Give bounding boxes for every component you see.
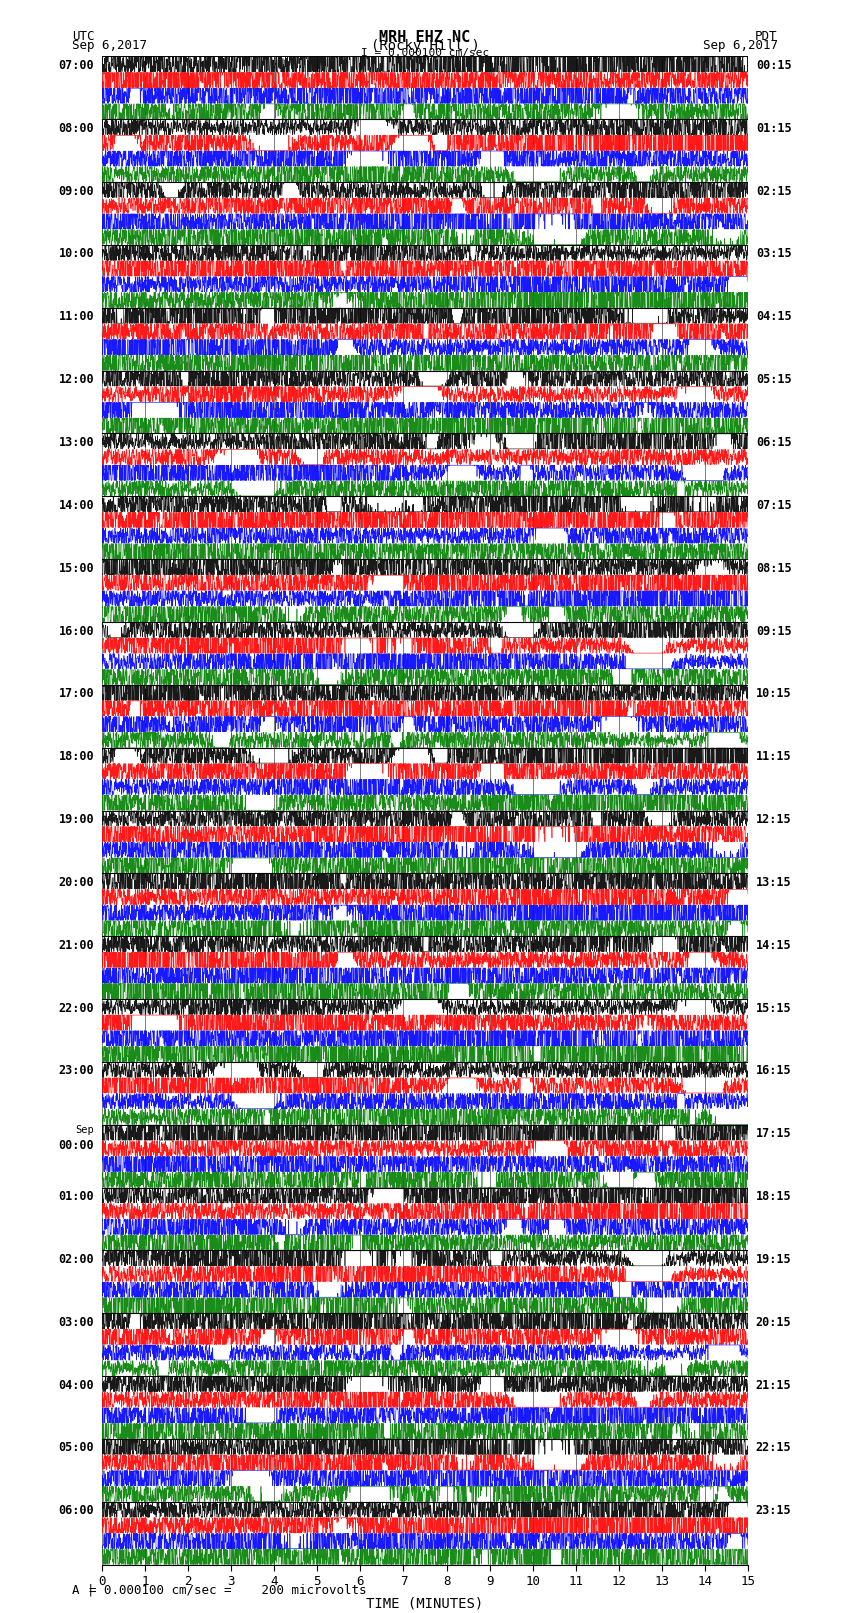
Text: 10:15: 10:15 <box>756 687 791 700</box>
Text: Sep 6,2017: Sep 6,2017 <box>72 39 147 52</box>
Text: 03:15: 03:15 <box>756 247 791 260</box>
Text: 13:00: 13:00 <box>59 436 94 448</box>
Text: (Rocky Hill ): (Rocky Hill ) <box>371 39 479 53</box>
Text: 04:00: 04:00 <box>59 1379 94 1392</box>
Text: 17:15: 17:15 <box>756 1127 791 1140</box>
Text: 23:00: 23:00 <box>59 1065 94 1077</box>
Text: UTC: UTC <box>72 31 94 44</box>
Text: 20:00: 20:00 <box>59 876 94 889</box>
Text: 07:00: 07:00 <box>59 60 94 73</box>
Text: 12:00: 12:00 <box>59 373 94 386</box>
Text: 15:00: 15:00 <box>59 561 94 574</box>
Text: 15:15: 15:15 <box>756 1002 791 1015</box>
Text: 14:00: 14:00 <box>59 498 94 511</box>
Text: 03:00: 03:00 <box>59 1316 94 1329</box>
Text: 18:15: 18:15 <box>756 1190 791 1203</box>
Text: 09:15: 09:15 <box>756 624 791 637</box>
Text: 08:15: 08:15 <box>756 561 791 574</box>
Text: 22:15: 22:15 <box>756 1442 791 1455</box>
Text: PDT: PDT <box>756 31 778 44</box>
Text: 19:00: 19:00 <box>59 813 94 826</box>
Text: = 0.000100 cm/sec =    200 microvolts: = 0.000100 cm/sec = 200 microvolts <box>89 1584 366 1597</box>
Text: 02:15: 02:15 <box>756 184 791 198</box>
Text: A |: A | <box>72 1584 94 1597</box>
Text: 21:15: 21:15 <box>756 1379 791 1392</box>
Text: 05:15: 05:15 <box>756 373 791 386</box>
Text: 12:15: 12:15 <box>756 813 791 826</box>
Text: 04:15: 04:15 <box>756 310 791 323</box>
Text: 21:00: 21:00 <box>59 939 94 952</box>
Text: 06:15: 06:15 <box>756 436 791 448</box>
Text: 00:00: 00:00 <box>59 1139 94 1152</box>
Text: 14:15: 14:15 <box>756 939 791 952</box>
Text: 16:00: 16:00 <box>59 624 94 637</box>
Text: 00:15: 00:15 <box>756 60 791 73</box>
Text: 02:00: 02:00 <box>59 1253 94 1266</box>
Text: MRH EHZ NC: MRH EHZ NC <box>379 31 471 45</box>
Text: 09:00: 09:00 <box>59 184 94 198</box>
Text: 22:00: 22:00 <box>59 1002 94 1015</box>
Text: 06:00: 06:00 <box>59 1505 94 1518</box>
Text: 20:15: 20:15 <box>756 1316 791 1329</box>
Text: 23:15: 23:15 <box>756 1505 791 1518</box>
Text: 11:15: 11:15 <box>756 750 791 763</box>
X-axis label: TIME (MINUTES): TIME (MINUTES) <box>366 1597 484 1610</box>
Text: 05:00: 05:00 <box>59 1442 94 1455</box>
Text: 07:15: 07:15 <box>756 498 791 511</box>
Text: I = 0.000100 cm/sec: I = 0.000100 cm/sec <box>361 47 489 58</box>
Text: 18:00: 18:00 <box>59 750 94 763</box>
Text: 11:00: 11:00 <box>59 310 94 323</box>
Text: Sep 6,2017: Sep 6,2017 <box>703 39 778 52</box>
Text: 19:15: 19:15 <box>756 1253 791 1266</box>
Text: 13:15: 13:15 <box>756 876 791 889</box>
Text: 01:00: 01:00 <box>59 1190 94 1203</box>
Text: 01:15: 01:15 <box>756 123 791 135</box>
Text: Sep: Sep <box>76 1126 94 1136</box>
Text: 10:00: 10:00 <box>59 247 94 260</box>
Text: 17:00: 17:00 <box>59 687 94 700</box>
Text: 16:15: 16:15 <box>756 1065 791 1077</box>
Text: 08:00: 08:00 <box>59 123 94 135</box>
